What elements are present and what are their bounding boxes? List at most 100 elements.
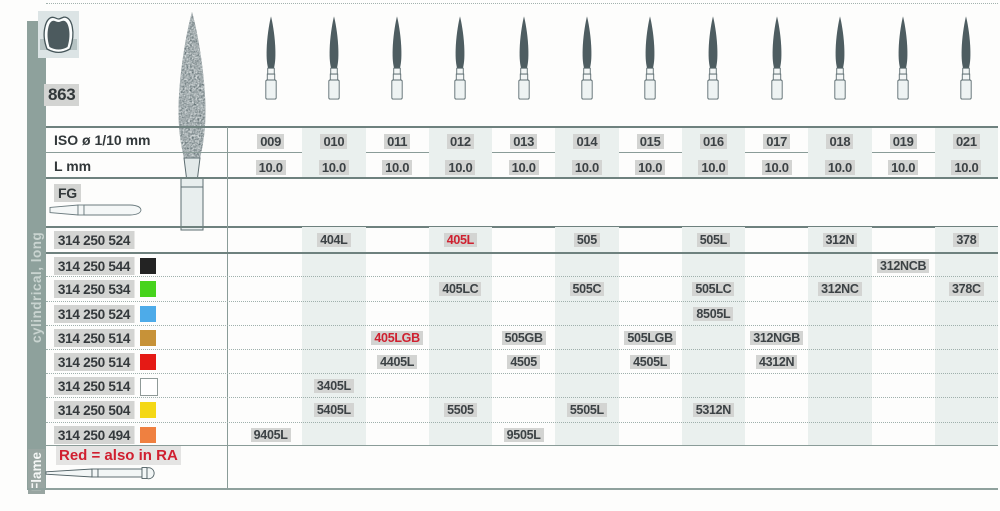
length-value: 10.0 [382, 159, 413, 175]
fg-shank-icon [48, 202, 143, 223]
iso-diameter-value: 019 [889, 133, 917, 149]
flame-bur-icon [745, 10, 808, 110]
product-row: 314 250 514 405LGB 505GB 505LGB 312NGB [46, 324, 998, 349]
sidebar-group-label: cylindrical, long [29, 232, 44, 344]
divider [46, 126, 998, 128]
part-number: 9405L [250, 427, 291, 442]
series-number: 863 [44, 84, 80, 106]
divider [46, 445, 998, 446]
length-value: 10.0 [508, 159, 539, 175]
iso-diameter-value: 015 [636, 133, 664, 149]
tooth-icon [38, 11, 79, 58]
part-number: 505C [569, 282, 605, 297]
grit-color-swatch [140, 305, 156, 322]
grit-color-swatch [140, 426, 156, 443]
flame-bur-icon [935, 10, 998, 110]
grit-color-swatch [140, 281, 156, 298]
flame-bur-icon [619, 10, 682, 110]
grit-color-swatch [140, 329, 156, 346]
part-number: 4505L [630, 355, 671, 370]
product-code: 314 250 544 [54, 257, 135, 276]
flame-bur-icon [429, 10, 492, 110]
part-number: 505L [696, 233, 731, 248]
product-code: 314 250 514 [54, 377, 135, 396]
flame-bur-icon [872, 10, 935, 110]
length-row-label: L mm [54, 158, 92, 174]
iso-diameter-value: 011 [384, 133, 411, 149]
length-value: 10.0 [698, 159, 729, 175]
length-value: 10.0 [824, 159, 855, 175]
divider [227, 127, 228, 490]
part-number: 4505 [507, 355, 540, 370]
part-number: 505LC [692, 282, 735, 297]
product-code: 314 250 504 [54, 401, 135, 420]
part-number: 9505L [503, 427, 544, 442]
part-number: 405L [443, 233, 478, 248]
part-number: 5505L [566, 403, 607, 418]
part-number: 405LC [439, 282, 482, 297]
iso-values-row: 009 010 011 012 013 014 015 016 017 018 019 021 [239, 130, 998, 152]
divider [46, 152, 998, 153]
flame-bur-icon [366, 10, 429, 110]
part-number: 312NC [818, 282, 862, 297]
length-value: 10.0 [888, 159, 919, 175]
length-value: 10.0 [951, 159, 982, 175]
large-bur-illustration [156, 8, 228, 239]
iso-diameter-value: 009 [257, 133, 285, 149]
iso-diameter-value: 018 [826, 133, 854, 149]
length-value: 10.0 [635, 159, 666, 175]
product-code: 314 250 514 [54, 328, 135, 347]
part-number: 5405L [313, 403, 354, 418]
part-number: 4312N [755, 355, 798, 370]
part-number: 5505 [444, 403, 477, 418]
footer-note: Red = also in RA [56, 446, 181, 465]
part-number: 405LGB [371, 330, 423, 345]
product-code: 314 250 524 [54, 304, 135, 323]
iso-diameter-value: 021 [952, 133, 980, 149]
product-code: 314 250 514 [54, 353, 135, 371]
part-number: 8505L [693, 306, 734, 321]
column-stripe [808, 227, 872, 445]
part-number: 312N [822, 233, 858, 248]
part-number: 505LGB [624, 330, 676, 345]
product-row: 314 250 494 9405L 9505L [46, 421, 998, 446]
grit-color-swatch [140, 378, 158, 397]
shank-type-label: FG [54, 184, 81, 202]
product-code: 314 250 524 [54, 231, 135, 249]
grit-color-swatch [140, 402, 156, 419]
flame-bur-icon [808, 10, 871, 110]
product-row: 314 250 544 312NCB [46, 252, 998, 276]
sidebar-bar [27, 21, 46, 490]
length-values-row: 10.0 10.0 10.0 10.0 10.0 10.0 10.0 10.0 10.0 10.0… [239, 156, 998, 178]
flame-bur-icon [555, 10, 618, 110]
part-number: 505GB [501, 330, 546, 345]
column-stripe [934, 227, 998, 445]
part-number: 312NCB [877, 259, 930, 274]
iso-diameter-value: 016 [699, 133, 727, 149]
flame-bur-icon [682, 10, 745, 110]
length-value: 10.0 [571, 159, 602, 175]
product-row: 314 250 534 405LC 505C 505LC 312NC 378C [46, 276, 998, 300]
product-code: 314 250 494 [54, 425, 135, 444]
bur-size-illustrations [239, 10, 998, 110]
part-number: 404L [317, 233, 351, 248]
product-row: 314 250 514 3405L [46, 373, 998, 397]
part-number: 378C [949, 282, 984, 297]
part-number: 5312N [692, 403, 735, 418]
length-value: 10.0 [445, 159, 476, 175]
product-row: 314 250 524 404L 405L 505 505L 312N 378 [46, 228, 998, 252]
product-row: 314 250 504 5405L 5505 5505L 5312N [46, 397, 998, 421]
divider [46, 177, 998, 179]
flame-bur-icon [239, 10, 302, 110]
length-value: 10.0 [318, 159, 349, 175]
iso-diameter-value: 010 [320, 133, 348, 149]
part-number: 312NGB [750, 330, 804, 345]
iso-diameter-value: 013 [510, 133, 538, 149]
product-row: 314 250 514 4405L 4505 4505L 4312N [46, 349, 998, 373]
part-number: 3405L [313, 379, 354, 394]
iso-diameter-value: 012 [446, 133, 474, 149]
part-number: 4405L [377, 355, 418, 370]
iso-diameter-value: 017 [763, 133, 791, 149]
product-code: 314 250 534 [54, 280, 135, 299]
